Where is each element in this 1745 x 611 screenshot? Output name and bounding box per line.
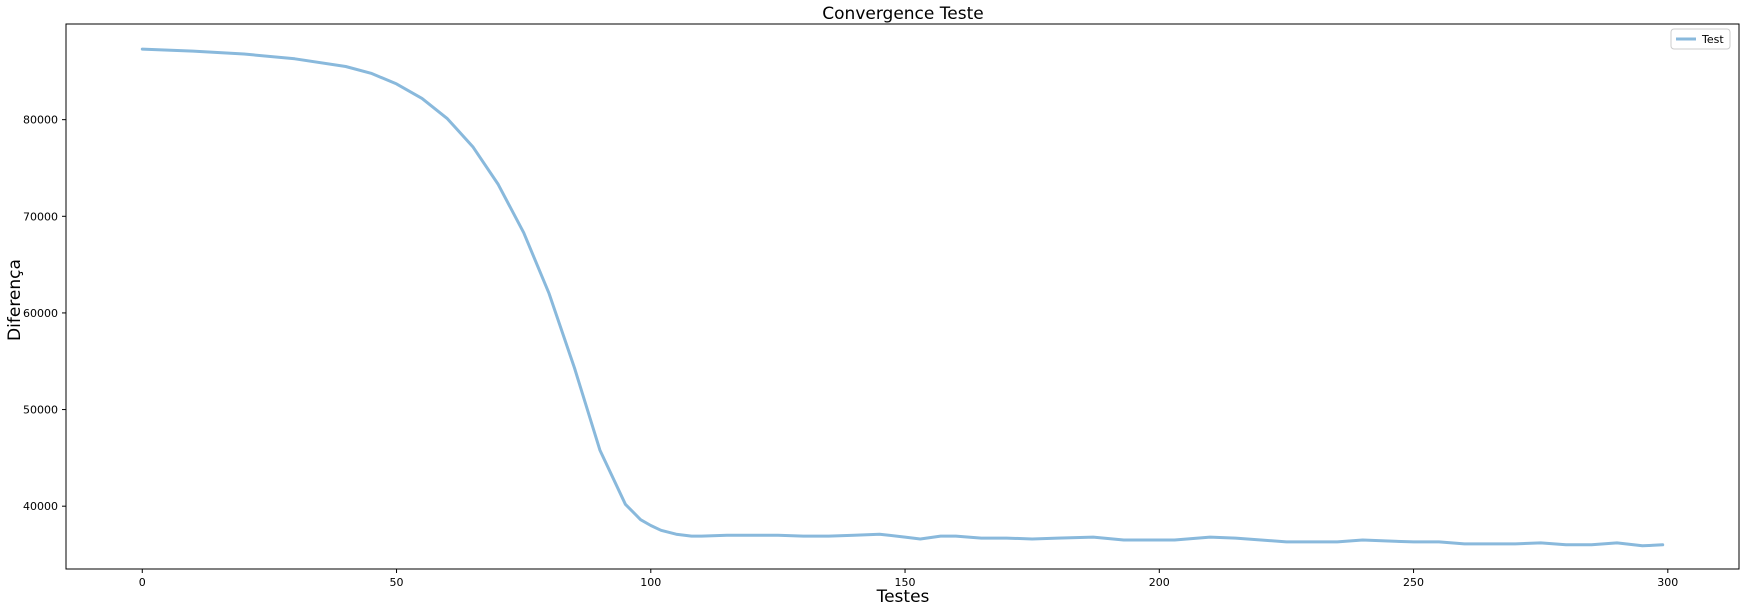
- chart-title: Convergence Teste: [822, 4, 983, 24]
- x-axis-label: Testes: [876, 587, 930, 607]
- y-tick-label: 80000: [23, 114, 58, 127]
- y-axis-label: Diferença: [5, 259, 25, 341]
- x-tick-label: 200: [1149, 576, 1170, 589]
- x-tick-label: 50: [390, 576, 404, 589]
- legend-box: [1670, 28, 1731, 50]
- y-tick-label: 40000: [23, 500, 58, 513]
- y-tick-label: 50000: [23, 404, 58, 417]
- x-tick-label: 0: [139, 576, 146, 589]
- x-tick-label: 100: [640, 576, 661, 589]
- y-tick-label: 60000: [23, 307, 58, 320]
- plot-area: [140, 47, 1665, 548]
- axes: 0 50 100 150 200 250 300 40000 50000 60000 70000 80…: [23, 23, 1740, 589]
- x-tick-label: 150: [895, 576, 916, 589]
- series-line-0: [140, 47, 1665, 548]
- x-tick-label: 250: [1403, 576, 1424, 589]
- x-tick-label: 300: [1657, 576, 1678, 589]
- plot-frame: [65, 23, 1740, 570]
- legend-label: Test: [1701, 33, 1724, 46]
- y-tick-label: 70000: [23, 210, 58, 223]
- legend: Test: [1670, 28, 1731, 50]
